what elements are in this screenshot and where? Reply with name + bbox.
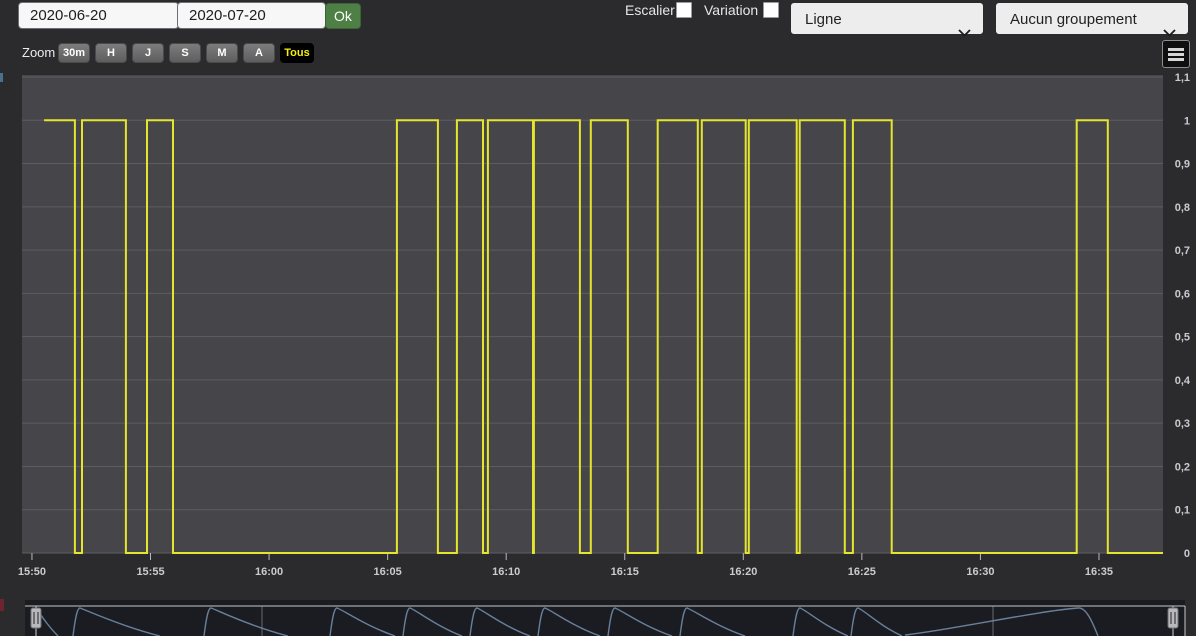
y-axis-label: 0,3	[1175, 418, 1190, 430]
y-axis-label: 0,4	[1175, 375, 1191, 387]
x-axis-label: 16:05	[374, 566, 402, 578]
navigator-handle[interactable]	[1167, 607, 1179, 629]
grouping-select-value: Aucun groupement	[1010, 11, 1137, 28]
chart-type-select[interactable]: Ligne	[790, 2, 984, 37]
navigator-series	[35, 606, 1099, 636]
left-edge-artifact	[0, 599, 4, 611]
x-axis-label: 16:30	[966, 566, 994, 578]
navigator-handle-grip[interactable]	[1167, 607, 1179, 629]
x-axis-label: 16:15	[611, 566, 639, 578]
navigator-handle[interactable]	[30, 607, 42, 629]
x-axis-label: 16:25	[848, 566, 876, 578]
x-axis-label: 16:35	[1085, 566, 1113, 578]
y-axis-label: 0,1	[1175, 505, 1190, 517]
zoom-button-j[interactable]: J	[132, 43, 164, 63]
zoom-button-30m[interactable]: 30m	[58, 43, 90, 63]
y-axis-label: 1,1	[1175, 72, 1190, 84]
zoom-button-s[interactable]: S	[169, 43, 201, 63]
x-axis-label: 15:55	[136, 566, 164, 578]
navigator-handle-grip[interactable]	[30, 607, 42, 629]
zoom-button-h[interactable]: H	[95, 43, 127, 63]
y-axis-label: 0,9	[1175, 159, 1190, 171]
main-chart[interactable]: 0 0,1 0,2 0,3 0,4 0,5 0,6 0,7 0,8 0,9 1 1,1 15:50 15:…	[0, 72, 1196, 592]
left-edge-artifact	[0, 73, 3, 82]
x-axis-label: 16:20	[729, 566, 757, 578]
y-axis-label: 0,5	[1175, 332, 1190, 344]
ok-button[interactable]: Ok	[325, 3, 361, 29]
variation-label: Variation	[704, 2, 759, 18]
chart-type-select-value: Ligne	[805, 11, 842, 28]
grouping-select[interactable]: Aucun groupement	[995, 2, 1189, 37]
y-axis-label: 0,6	[1175, 288, 1190, 300]
x-axis-label: 16:10	[492, 566, 520, 578]
escalier-label: Escalier	[625, 2, 675, 18]
y-axis-label: 1	[1184, 115, 1190, 127]
chevron-down-icon	[1163, 16, 1176, 49]
date-from-input[interactable]	[18, 2, 179, 29]
x-axis-label: 15:50	[18, 566, 46, 578]
escalier-checkbox[interactable]	[676, 2, 692, 18]
y-axis-label: 0,2	[1175, 461, 1190, 473]
chevron-down-icon	[958, 16, 971, 49]
navigator[interactable]	[0, 596, 1196, 636]
export-menu-button[interactable]	[1162, 40, 1190, 68]
series-line	[44, 119, 1163, 554]
zoom-label: Zoom	[22, 45, 56, 60]
zoom-button-a[interactable]: A	[243, 43, 275, 63]
zoom-button-m[interactable]: M	[206, 43, 238, 63]
variation-checkbox[interactable]	[763, 2, 779, 18]
x-axis-label: 16:00	[255, 566, 283, 578]
y-axis-label: 0,7	[1175, 245, 1190, 257]
zoom-button-tous[interactable]: Tous	[280, 43, 314, 63]
y-axis-label: 0	[1184, 548, 1190, 560]
date-to-input[interactable]	[177, 2, 326, 29]
y-axis-label: 0,8	[1175, 202, 1190, 214]
plot-area[interactable]	[22, 75, 1163, 553]
